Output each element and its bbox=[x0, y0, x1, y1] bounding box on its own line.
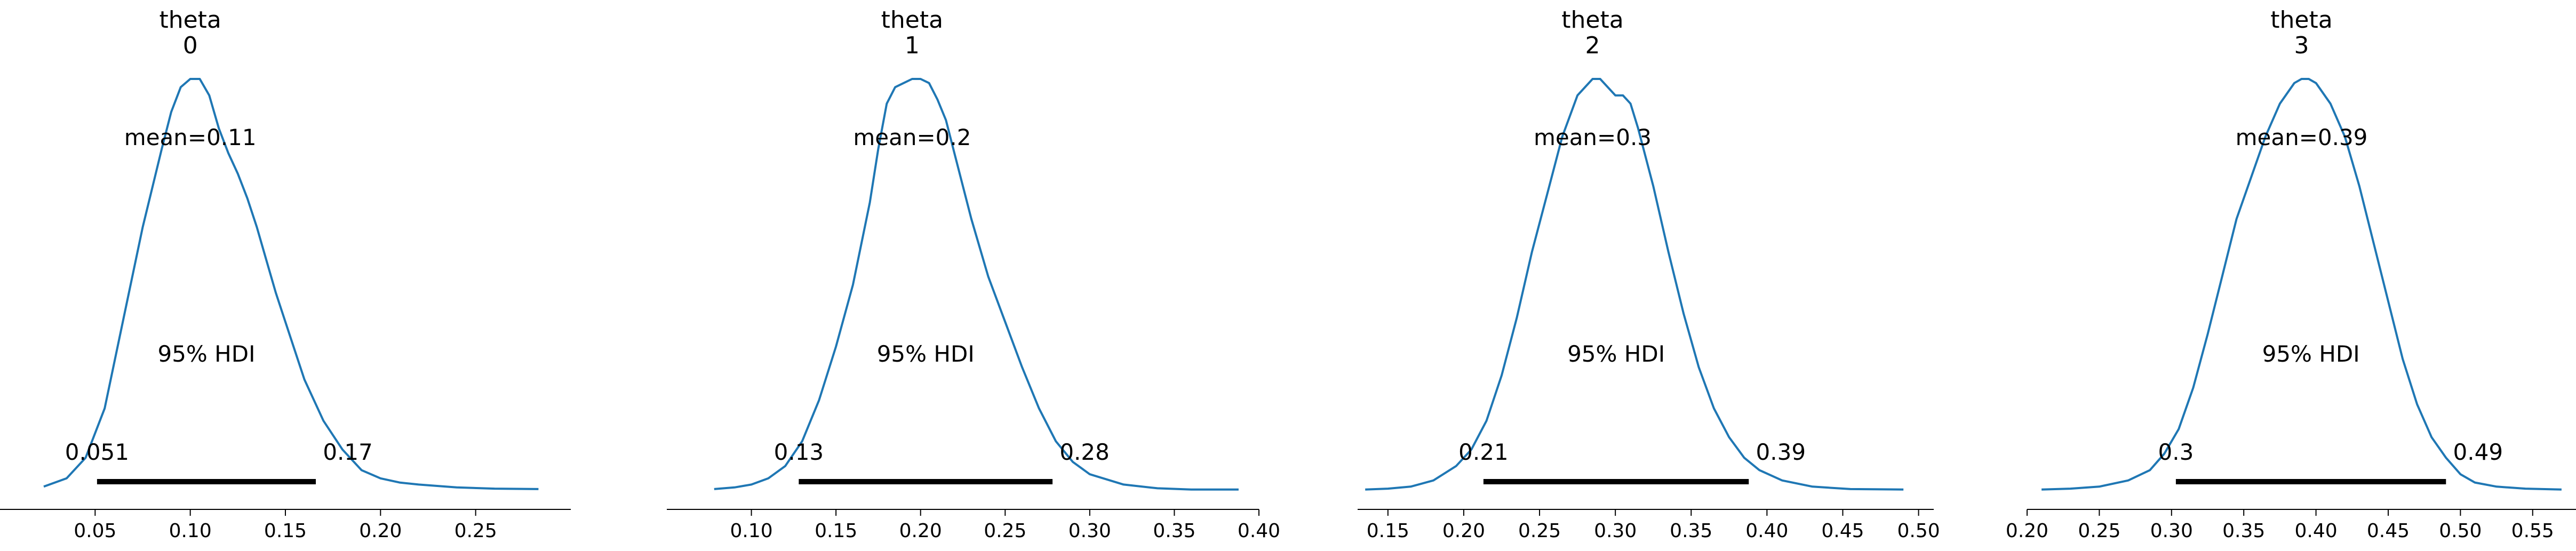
x-tick-label: 0.15 bbox=[264, 520, 307, 542]
x-tick-label: 0.25 bbox=[984, 520, 1026, 542]
x-tick-label: 0.10 bbox=[169, 520, 212, 542]
x-tick-label: 0.15 bbox=[815, 520, 857, 542]
mean-label: mean=0.3 bbox=[1534, 124, 1652, 150]
x-tick-label: 0.35 bbox=[1670, 520, 1712, 542]
hdi-high-label: 0.39 bbox=[1756, 439, 1806, 465]
hdi-label: 95% HDI bbox=[877, 341, 975, 367]
x-tick-label: 0.20 bbox=[359, 520, 402, 542]
x-tick-label: 0.25 bbox=[2078, 520, 2120, 542]
panel-title-var: theta bbox=[2270, 6, 2332, 34]
x-tick-label: 0.45 bbox=[2367, 520, 2410, 542]
x-tick-label: 0.20 bbox=[899, 520, 942, 542]
density-curve bbox=[2041, 78, 2562, 491]
hdi-high-label: 0.49 bbox=[2453, 439, 2503, 465]
hdi-low-label: 0.3 bbox=[2158, 439, 2194, 465]
density-curve bbox=[1365, 78, 1904, 491]
hdi-low-label: 0.21 bbox=[1458, 439, 1509, 465]
x-ticks: 0.05 0.10 0.15 0.20 0.25 bbox=[74, 509, 497, 542]
x-tick-label: 0.40 bbox=[1745, 520, 1788, 542]
x-ticks: 0.10 0.15 0.20 0.25 0.30 0.35 0.40 bbox=[730, 509, 1280, 542]
x-tick-label: 0.55 bbox=[2511, 520, 2554, 542]
x-tick-label: 0.05 bbox=[74, 520, 116, 542]
hdi-low-label: 0.051 bbox=[65, 439, 129, 465]
x-tick-label: 0.40 bbox=[1238, 520, 1280, 542]
panel-title-index: 0 bbox=[183, 32, 198, 59]
hdi-high-label: 0.28 bbox=[1059, 439, 1110, 465]
x-tick-label: 0.30 bbox=[1594, 520, 1637, 542]
hdi-low-label: 0.13 bbox=[774, 439, 824, 465]
x-tick-label: 0.10 bbox=[730, 520, 772, 542]
posterior-panel-theta-2: theta 2 mean=0.3 95% HDI 0.21 0.39 0.15 0… bbox=[1358, 6, 1940, 542]
hdi-label: 95% HDI bbox=[1567, 341, 1665, 367]
x-ticks: 0.20 0.25 0.30 0.35 0.40 0.45 0.50 0.55 bbox=[2006, 509, 2554, 542]
x-tick-label: 0.40 bbox=[2295, 520, 2338, 542]
density-curve bbox=[43, 78, 539, 490]
x-ticks: 0.15 0.20 0.25 0.30 0.35 0.40 0.45 0.50 bbox=[1367, 509, 1940, 542]
panel-title-var: theta bbox=[1561, 6, 1623, 34]
mean-label: mean=0.2 bbox=[853, 124, 971, 150]
density-curve bbox=[714, 78, 1239, 491]
x-tick-label: 0.35 bbox=[1153, 520, 1195, 542]
x-tick-label: 0.30 bbox=[2150, 520, 2193, 542]
x-tick-label: 0.50 bbox=[2439, 520, 2482, 542]
x-tick-label: 0.15 bbox=[1367, 520, 1409, 542]
panel-title-var: theta bbox=[881, 6, 943, 34]
x-tick-label: 0.30 bbox=[1068, 520, 1111, 542]
hdi-label: 95% HDI bbox=[157, 341, 255, 367]
hdi-label: 95% HDI bbox=[2262, 341, 2360, 367]
posterior-panel-theta-3: theta 3 mean=0.39 95% HDI 0.3 0.49 0.20 0… bbox=[2006, 6, 2576, 542]
panel-title-index: 2 bbox=[1585, 32, 1600, 59]
x-tick-label: 0.20 bbox=[1442, 520, 1485, 542]
mean-label: mean=0.11 bbox=[124, 124, 257, 150]
x-tick-label: 0.25 bbox=[1518, 520, 1561, 542]
x-tick-label: 0.35 bbox=[2222, 520, 2265, 542]
x-tick-label: 0.25 bbox=[454, 520, 497, 542]
panel-title-index: 1 bbox=[905, 32, 920, 59]
x-tick-label: 0.20 bbox=[2006, 520, 2048, 542]
mean-label: mean=0.39 bbox=[2236, 124, 2368, 150]
posterior-panel-theta-0: theta 0 mean=0.11 95% HDI 0.051 0.17 0.0… bbox=[0, 6, 571, 542]
panel-title-var: theta bbox=[159, 6, 221, 34]
x-tick-label: 0.50 bbox=[1897, 520, 1940, 542]
x-tick-label: 0.45 bbox=[1821, 520, 1864, 542]
hdi-high-label: 0.17 bbox=[323, 439, 373, 465]
posterior-panel-theta-1: theta 1 mean=0.2 95% HDI 0.13 0.28 0.10 0… bbox=[667, 6, 1280, 542]
panel-title-index: 3 bbox=[2294, 32, 2309, 59]
